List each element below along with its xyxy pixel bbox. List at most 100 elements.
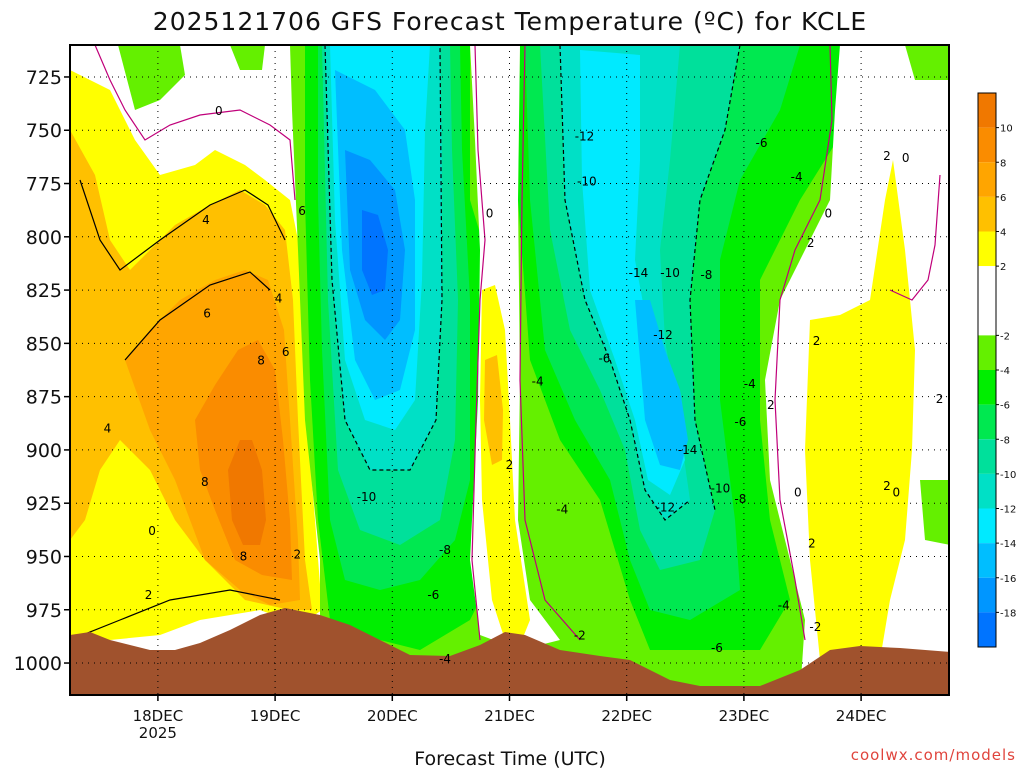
colorbar-band (978, 473, 996, 509)
colorbar-tick-label: 4 (1000, 228, 1006, 239)
colorbar-band (978, 439, 996, 474)
colorbar-band (978, 508, 996, 544)
colorbar-band (978, 335, 996, 370)
contour-label: 2 (936, 392, 944, 406)
x-tick-label: 19DEC (250, 707, 301, 725)
credit-link[interactable]: coolwx.com/models (851, 746, 1016, 764)
contour-label: -12 (656, 500, 676, 514)
contour-label: 6 (298, 204, 306, 218)
contour-label: -14 (629, 266, 649, 280)
colorbar-tick-label: 8 (1000, 158, 1006, 169)
grid-lines (70, 45, 949, 695)
colorbar-band (978, 127, 996, 163)
contour-label: 0 (148, 524, 156, 538)
x-tick-label: 24DEC (836, 707, 887, 725)
early-green-top (118, 45, 185, 110)
y-tick-label: 950 (26, 546, 62, 568)
late-warm-green (920, 480, 949, 545)
contour-label: -12 (653, 328, 673, 342)
contour-2c-late (889, 174, 941, 301)
contour-label: 2 (883, 149, 891, 163)
colorbar-tick-label: -10 (1000, 470, 1016, 481)
contour-label: -10 (711, 481, 731, 495)
contour-m10c (324, 45, 443, 471)
colorbar: 10 8 6 4 2 -2 -4 -6 -8 -10 -12 -14 -16 -18 (977, 92, 1016, 648)
contour-label: 6 (203, 307, 211, 321)
contour-label: -8 (734, 492, 746, 506)
contour-label: -4 (791, 170, 803, 184)
x-tick-label: 20DEC (367, 707, 418, 725)
colorbar-band (978, 266, 996, 336)
contour-label: -12 (575, 130, 595, 144)
late-warm-yellow (805, 160, 915, 660)
y-tick-label: 875 (26, 387, 62, 409)
contour-label: 0 (824, 206, 832, 220)
colorbar-band (978, 93, 996, 128)
colorbar-band (978, 543, 996, 578)
early-green-top2 (230, 45, 265, 70)
colorbar-band (978, 370, 996, 405)
y-axis: 725 750 775 800 825 850 875 900 925 950 975 1000 (14, 67, 70, 675)
x-tick-label: 21DEC (484, 707, 535, 725)
colorbar-tick-label: 6 (1000, 193, 1006, 204)
colorbar-band (978, 231, 996, 267)
contour-label: 4 (104, 422, 112, 436)
x-tick-sublabel: 2025 (139, 724, 177, 742)
contour-label: 0 (902, 151, 910, 165)
contour-0c-late (774, 45, 833, 641)
contour-0c (94, 45, 296, 201)
colorbar-band (978, 196, 996, 232)
contour-label: 8 (201, 475, 209, 489)
contour-label: -4 (778, 598, 790, 612)
contour-label: -4 (532, 375, 544, 389)
contour-0c-mid (471, 45, 486, 641)
cold-core2-16c (635, 300, 688, 470)
contour-label: 2 (767, 398, 775, 412)
colorbar-tick-label: -16 (1000, 574, 1016, 585)
contour-m8c (689, 45, 741, 511)
contour-label: 8 (257, 353, 265, 367)
colorbar-tick-label: -8 (1000, 435, 1010, 446)
contour-label: 8 (240, 549, 248, 563)
contour-label: -4 (439, 652, 451, 666)
contour-label: -6 (427, 588, 439, 602)
contour-0c-mid2 (519, 45, 581, 641)
x-tick-label: 22DEC (601, 707, 652, 725)
contour-lines (70, 45, 941, 641)
colorbar-band (978, 612, 996, 647)
x-tick-label: 23DEC (719, 707, 770, 725)
contour-2c (70, 589, 281, 641)
y-tick-label: 800 (26, 227, 62, 249)
contour-label: -10 (660, 266, 680, 280)
contour-label: -14 (678, 443, 698, 457)
colorbar-tick-label: -6 (1000, 401, 1010, 412)
contour-label: -6 (734, 415, 746, 429)
contour-label: 2 (294, 547, 302, 561)
contour-label: 0 (215, 104, 223, 118)
cold-sector-18c (362, 210, 388, 295)
contour-label: 0 (486, 206, 494, 220)
contour-4c (79, 179, 286, 271)
y-tick-label: 825 (26, 280, 62, 302)
y-tick-label: 725 (26, 67, 62, 89)
y-tick-label: 775 (26, 174, 62, 196)
contour-label: -2 (809, 620, 821, 634)
x-axis-title: Forecast Time (UTC) (414, 748, 605, 768)
warm-sector-10c (228, 440, 266, 545)
y-tick-label: 975 (26, 600, 62, 622)
contour-label: 0 (892, 486, 900, 500)
contour-label: 2 (506, 458, 514, 472)
colorbar-band (978, 577, 996, 613)
y-tick-label: 1000 (14, 653, 62, 675)
contour-label: 2 (808, 537, 816, 551)
y-tick-label: 850 (26, 333, 62, 355)
contour-label: -6 (755, 136, 767, 150)
contour-label: 0 (794, 486, 802, 500)
contour-label: -10 (577, 174, 597, 188)
contour-m12c (559, 45, 691, 521)
contour-label: -4 (556, 503, 568, 517)
colorbar-tick-label: -12 (1000, 505, 1016, 516)
temperature-field (70, 45, 949, 695)
y-tick-label: 925 (26, 493, 62, 515)
